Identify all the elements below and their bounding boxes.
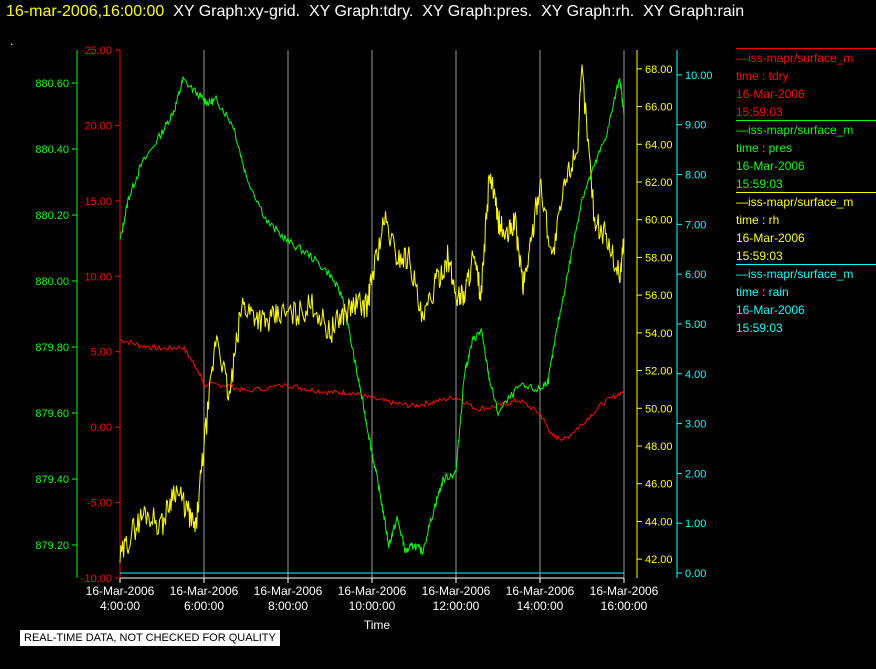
x-tick-label-time: 8:00:00 [268, 599, 308, 613]
legend-series-name: —iss-mapr/surface_m [736, 123, 854, 137]
series-line-rh [119, 64, 625, 563]
legend-time: 15:59:03 [736, 249, 783, 263]
rain-tick-label: 5.00 [685, 319, 706, 331]
legend-series-name: —iss-mapr/surface_m [736, 195, 854, 209]
rain-tick-label: 2.00 [685, 468, 706, 480]
graph-title-rh: XY Graph:rh. [541, 3, 635, 20]
series-line-tdry [119, 339, 625, 442]
rain-tick-label: 6.00 [685, 269, 706, 281]
x-tick-label-time: 4:00:00 [100, 599, 140, 613]
rh-tick-label: 46.00 [645, 479, 673, 491]
tdry-tick-label: 10.00 [84, 271, 112, 283]
pres-tick-label: 879.20 [35, 540, 69, 552]
tdry-tick-label: 20.00 [84, 120, 112, 132]
series-line-pres [119, 75, 625, 555]
legend-field: time : tdry [736, 69, 789, 83]
header-timestamp: 16-mar-2006,16:00:00 [6, 3, 165, 20]
rh-tick-label: 60.00 [645, 215, 673, 227]
x-tick-label-time: 12:00:00 [433, 599, 480, 613]
x-tick-label-date: 16-Mar-2006 [422, 584, 491, 598]
x-tick-label-date: 16-Mar-2006 [506, 584, 575, 598]
pres-tick-label: 879.80 [35, 342, 69, 354]
header-dot: . [10, 34, 14, 48]
pres-tick-label: 880.20 [35, 210, 69, 222]
legend-time: 15:59:03 [736, 177, 783, 191]
x-tick-label-time: 10:00:00 [349, 599, 396, 613]
rh-tick-label: 50.00 [645, 403, 673, 415]
rh-tick-label: 64.00 [645, 139, 673, 151]
tdry-tick-label: -10.00 [81, 573, 112, 585]
rain-tick-label: 7.00 [685, 219, 706, 231]
rh-tick-label: 62.00 [645, 177, 673, 189]
legend-date: 16-Mar-2006 [736, 159, 805, 173]
rh-tick-label: 44.00 [645, 516, 673, 528]
rh-tick-label: 68.00 [645, 64, 673, 76]
rain-tick-label: 8.00 [685, 170, 706, 182]
rain-tick-label: 1.00 [685, 518, 706, 530]
graph-title-pres: XY Graph:pres. [422, 3, 533, 20]
header: 16-mar-2006,16:00:00 XY Graph:xy-grid. X… [6, 2, 744, 22]
rh-tick-label: 56.00 [645, 290, 673, 302]
pres-tick-label: 879.60 [35, 408, 69, 420]
rh-tick-label: 54.00 [645, 328, 673, 340]
rh-tick-label: 66.00 [645, 102, 673, 114]
rain-tick-label: 3.00 [685, 419, 706, 431]
rh-tick-label: 52.00 [645, 366, 673, 378]
quality-notice: REAL-TIME DATA, NOT CHECKED FOR QUALITY [20, 630, 280, 646]
legend-field: time : rain [736, 285, 789, 299]
x-tick-label-date: 16-Mar-2006 [170, 584, 239, 598]
x-axis-label: Time [364, 618, 391, 632]
tdry-tick-label: 15.00 [84, 196, 112, 208]
legend-entry-pres[interactable]: —iss-mapr/surface_m time : pres 16-Mar-2… [736, 120, 876, 192]
tdry-tick-label: 0.00 [91, 422, 112, 434]
legend-field: time : rh [736, 213, 780, 227]
legend-series-name: —iss-mapr/surface_m [736, 51, 854, 65]
rain-tick-label: 4.00 [685, 369, 706, 381]
x-tick-label-date: 16-Mar-2006 [254, 584, 323, 598]
legend: —iss-mapr/surface_m time : tdry 16-Mar-2… [736, 48, 876, 336]
x-tick-label-time: 14:00:00 [517, 599, 564, 613]
graph-title-tdry: XY Graph:tdry. [308, 3, 414, 20]
legend-date: 16-Mar-2006 [736, 231, 805, 245]
pres-tick-label: 880.40 [35, 144, 69, 156]
x-tick-label-date: 16-Mar-2006 [86, 584, 155, 598]
pres-tick-label: 879.40 [35, 474, 69, 486]
legend-date: 16-Mar-2006 [736, 87, 805, 101]
rh-tick-label: 58.00 [645, 252, 673, 264]
x-tick-label-date: 16-Mar-2006 [590, 584, 659, 598]
graph-title-rain: XY Graph:rain [643, 3, 745, 20]
legend-date: 16-Mar-2006 [736, 303, 805, 317]
x-tick-label-time: 16:00:00 [601, 599, 648, 613]
tdry-tick-label: -5.00 [87, 498, 112, 510]
graph-title-xy-grid: XY Graph:xy-grid. [173, 3, 301, 20]
legend-field: time : pres [736, 141, 793, 155]
legend-entry-rh[interactable]: —iss-mapr/surface_m time : rh 16-Mar-200… [736, 192, 876, 264]
legend-time: 15:59:03 [736, 321, 783, 335]
rain-tick-label: 9.00 [685, 120, 706, 132]
rh-tick-label: 48.00 [645, 441, 673, 453]
rain-tick-label: 10.00 [685, 70, 713, 82]
x-tick-label-time: 6:00:00 [184, 599, 224, 613]
x-tick-label-date: 16-Mar-2006 [338, 584, 407, 598]
tdry-tick-label: 5.00 [91, 347, 112, 359]
pres-tick-label: 880.60 [35, 78, 69, 90]
legend-series-name: —iss-mapr/surface_m [736, 267, 854, 281]
rh-tick-label: 42.00 [645, 554, 673, 566]
pres-tick-label: 880.00 [35, 276, 69, 288]
legend-entry-rain[interactable]: —iss-mapr/surface_m time : rain 16-Mar-2… [736, 264, 876, 336]
tdry-tick-label: 25.00 [84, 45, 112, 57]
rain-tick-label: 0.00 [685, 568, 706, 580]
legend-time: 15:59:03 [736, 105, 783, 119]
legend-entry-tdry[interactable]: —iss-mapr/surface_m time : tdry 16-Mar-2… [736, 48, 876, 120]
